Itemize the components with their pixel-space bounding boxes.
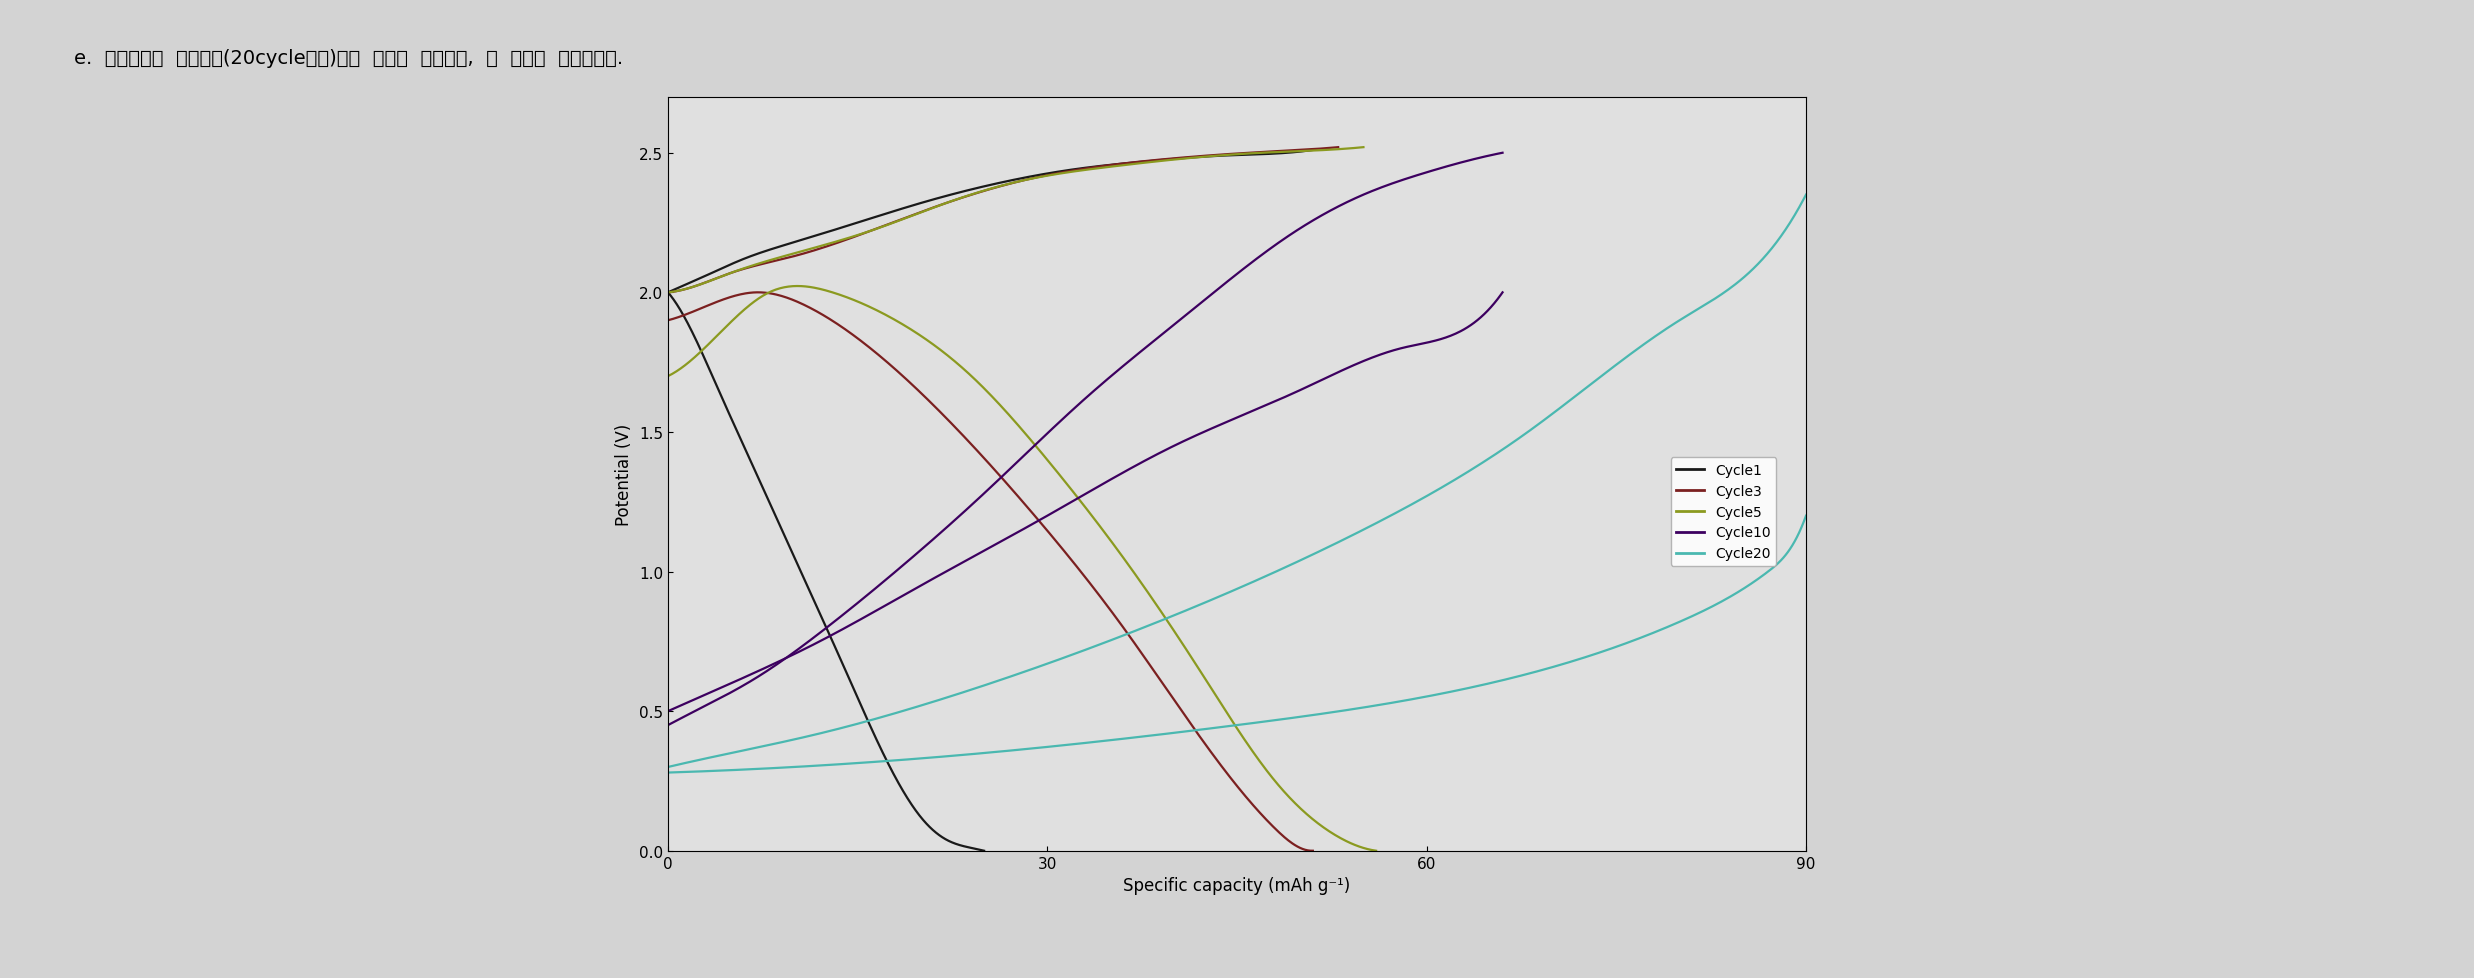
X-axis label: Specific capacity (mAh g⁻¹): Specific capacity (mAh g⁻¹): [1123, 876, 1351, 894]
Text: e.  이론용량과  실제용량(20cycle에서)과의  차이를  계산하고,  그  이유를  서술하시오.: e. 이론용량과 실제용량(20cycle에서)과의 차이를 계산하고, 그 이…: [74, 49, 623, 67]
Y-axis label: Potential (V): Potential (V): [616, 423, 633, 525]
Legend: Cycle1, Cycle3, Cycle5, Cycle10, Cycle20: Cycle1, Cycle3, Cycle5, Cycle10, Cycle20: [1670, 458, 1776, 566]
